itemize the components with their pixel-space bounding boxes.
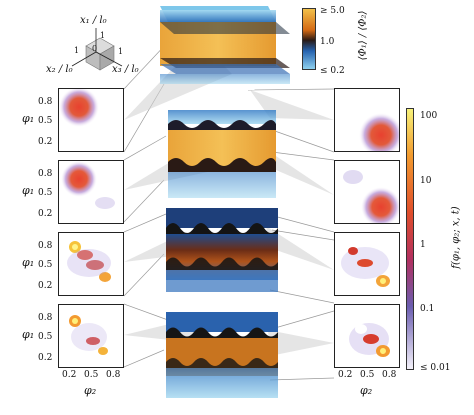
triad-tick-x3: 1	[118, 47, 124, 56]
right-panel-2	[334, 160, 400, 224]
right-colorbar-tick-1: 1	[420, 240, 426, 250]
lp1-ytick-02: 0.2	[38, 137, 53, 147]
right-colorbar-tick-100: 100	[420, 111, 438, 121]
volume-4	[166, 312, 278, 398]
x1-axis-label: x₁ / l₀	[80, 15, 107, 26]
top-colorbar-tick-min: ≤ 0.2	[320, 66, 345, 76]
left-panel-2	[58, 160, 124, 224]
lp4-ytick-02: 0.2	[38, 353, 53, 363]
volume-2	[168, 110, 276, 198]
volume-1	[160, 6, 290, 84]
lp2-ytick-08: 0.8	[38, 169, 53, 179]
right-colorbar-gradient	[406, 108, 414, 370]
right-xlabel: φ₂	[360, 384, 373, 397]
lp4-ytick-08: 0.8	[38, 313, 53, 323]
lp1-ytick-05: 0.5	[38, 116, 53, 126]
lp3-ylabel: φ₁	[22, 256, 35, 269]
triad-origin: 0	[92, 44, 98, 53]
right-colorbar-label: f(φ₁, φ₂; x, t)	[450, 206, 462, 269]
lp1-ylabel: φ₁	[22, 112, 35, 125]
triad-tick-x1: 1	[100, 31, 106, 40]
left-panel-4	[58, 304, 124, 368]
top-colorbar-label: ⟨Φ₁⟩ / ⟨Φ₂⟩	[357, 10, 369, 61]
lp3-ytick-02: 0.2	[38, 281, 53, 291]
right-panel-1	[334, 88, 400, 152]
left-panel-1	[58, 88, 124, 152]
right-panel-4	[334, 304, 400, 368]
volume-3	[166, 208, 278, 292]
right-colorbar-tick-01: 0.1	[420, 304, 435, 314]
lp4-ytick-05: 0.5	[38, 332, 53, 342]
lp-xtick-08: 0.8	[106, 370, 121, 380]
top-colorbar-tick-mid: 1.0	[320, 37, 335, 47]
lp3-ytick-05: 0.5	[38, 260, 53, 270]
rp-xtick-02: 0.2	[338, 370, 353, 380]
lp3-ytick-08: 0.8	[38, 241, 53, 251]
left-panel-3	[58, 232, 124, 296]
rp-xtick-05: 0.5	[360, 370, 375, 380]
top-colorbar-gradient	[302, 8, 316, 70]
triad-tick-x2: 1	[74, 46, 80, 55]
right-colorbar-tick-001: ≤ 0.01	[420, 363, 451, 373]
lp-xtick-05: 0.5	[84, 370, 99, 380]
x2-axis-label: x₂ / l₀	[46, 64, 73, 75]
lp2-ylabel: φ₁	[22, 184, 35, 197]
left-xlabel: φ₂	[84, 384, 97, 397]
rp-xtick-08: 0.8	[382, 370, 397, 380]
lp2-ytick-02: 0.2	[38, 209, 53, 219]
right-colorbar-tick-10: 10	[420, 176, 432, 186]
lp2-ytick-05: 0.5	[38, 188, 53, 198]
lp4-ylabel: φ₁	[22, 328, 35, 341]
lp1-ytick-08: 0.8	[38, 97, 53, 107]
top-colorbar-tick-max: ≥ 5.0	[320, 6, 345, 16]
lp-xtick-02: 0.2	[62, 370, 77, 380]
right-panel-3	[334, 232, 400, 296]
x3-axis-label: x₃ / l₀	[112, 64, 139, 75]
